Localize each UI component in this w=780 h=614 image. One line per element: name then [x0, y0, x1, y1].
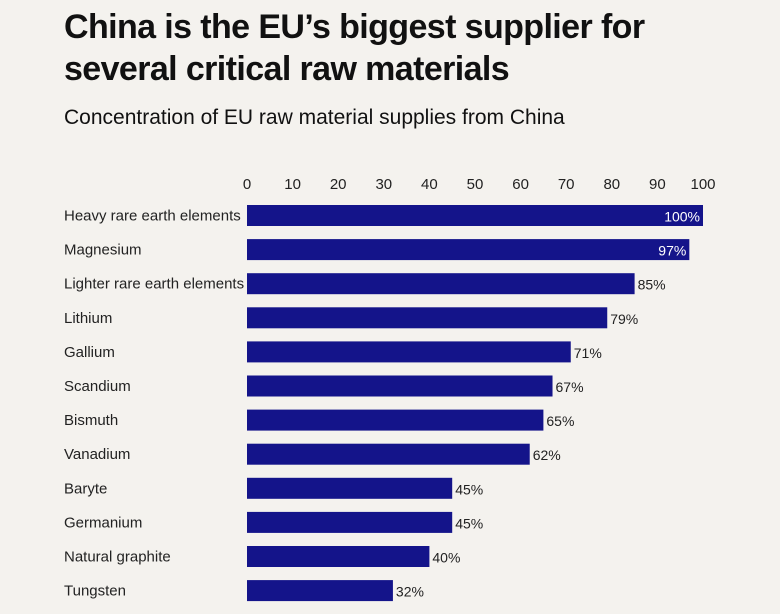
x-tick-label: 70 [558, 176, 575, 193]
value-label: 71% [574, 345, 602, 361]
bar [247, 511, 453, 533]
chart-subtitle: Concentration of EU raw material supplie… [64, 106, 565, 129]
category-label: Germanium [64, 514, 142, 531]
bar [247, 409, 544, 431]
bar [247, 375, 553, 397]
bar [247, 580, 393, 602]
x-tick-label: 40 [421, 176, 438, 193]
x-tick-label: 50 [467, 176, 484, 193]
category-label: Lighter rare earth elements [64, 276, 244, 293]
category-label: Bismuth [64, 412, 118, 429]
x-tick-label: 10 [284, 176, 301, 193]
value-label: 62% [533, 447, 561, 463]
category-label: Baryte [64, 480, 107, 497]
x-tick-label: 20 [330, 176, 347, 193]
bar [247, 341, 571, 363]
category-label: Gallium [64, 344, 115, 361]
x-tick-label: 60 [512, 176, 529, 193]
value-label: 45% [455, 481, 483, 497]
bar [247, 273, 635, 295]
bar [247, 239, 690, 261]
value-label: 40% [432, 550, 460, 566]
bar [247, 477, 453, 499]
category-label: Heavy rare earth elements [64, 208, 241, 225]
category-label: Magnesium [64, 242, 142, 259]
value-label: 100% [664, 209, 700, 225]
x-tick-label: 30 [375, 176, 392, 193]
category-label: Scandium [64, 378, 131, 395]
category-label: Vanadium [64, 446, 130, 463]
value-label: 85% [638, 277, 666, 293]
value-label: 32% [396, 584, 424, 600]
bar [247, 443, 530, 465]
category-label: Natural graphite [64, 549, 171, 566]
x-tick-label: 80 [603, 176, 620, 193]
value-label: 65% [546, 413, 574, 429]
x-tick-label: 100 [690, 176, 715, 193]
bar [247, 546, 430, 567]
value-label: 45% [455, 515, 483, 531]
x-tick-label: 90 [649, 176, 666, 193]
value-label: 97% [658, 243, 686, 259]
category-label: Tungsten [64, 583, 126, 600]
bar [247, 307, 608, 329]
x-tick-label: 0 [243, 176, 251, 193]
bar [247, 205, 703, 226]
value-label: 79% [610, 311, 638, 327]
chart-title: China is the EU’s biggest supplier for s… [64, 8, 645, 88]
category-label: Lithium [64, 310, 112, 327]
value-label: 67% [556, 379, 584, 395]
